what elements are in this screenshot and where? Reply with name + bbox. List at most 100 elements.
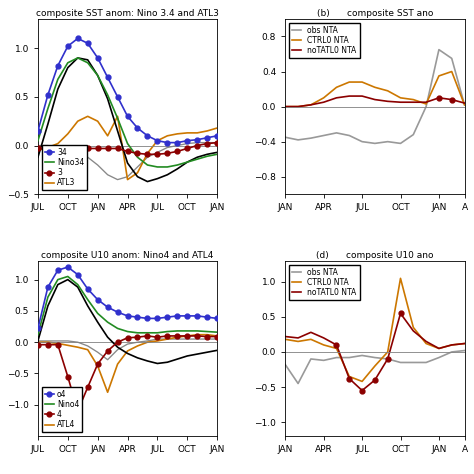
noTATL0 NTA [283, 334, 288, 339]
CTRL0 NTA [334, 346, 339, 351]
obs NTA [449, 55, 455, 61]
CTRL0 NTA [410, 325, 416, 330]
CTRL0 NTA [334, 84, 339, 90]
noTATL0 NTA [359, 93, 365, 99]
CTRL0 NTA [449, 69, 455, 74]
obs NTA [423, 104, 429, 109]
obs NTA [295, 381, 301, 386]
CTRL0 NTA [346, 79, 352, 85]
Title: (b)      composite SST ano: (b) composite SST ano [317, 9, 433, 18]
Line: CTRL0 NTA: CTRL0 NTA [285, 278, 465, 382]
Title: (d)      composite U10 ano: (d) composite U10 ano [316, 251, 434, 260]
obs NTA [321, 357, 327, 363]
CTRL0 NTA [295, 338, 301, 344]
noTATL0 NTA [436, 95, 442, 100]
obs NTA [410, 360, 416, 365]
CTRL0 NTA [308, 102, 314, 108]
noTATL0 NTA [398, 100, 403, 105]
Legend: obs NTA, CTRL0 NTA, noTATL0 NTA: obs NTA, CTRL0 NTA, noTATL0 NTA [289, 264, 360, 300]
obs NTA [283, 362, 288, 367]
obs NTA [385, 356, 391, 362]
Line: obs NTA: obs NTA [285, 50, 465, 144]
obs NTA [295, 137, 301, 143]
noTATL0 NTA [308, 102, 314, 108]
noTATL0 NTA [410, 328, 416, 334]
noTATL0 NTA [449, 342, 455, 348]
CTRL0 NTA [410, 97, 416, 102]
obs NTA [334, 355, 339, 360]
noTATL0 NTA [398, 310, 403, 316]
obs NTA [321, 133, 327, 138]
noTATL0 NTA [346, 93, 352, 99]
CTRL0 NTA [436, 73, 442, 79]
noTATL0 NTA [462, 341, 467, 346]
noTATL0 NTA [372, 97, 378, 102]
CTRL0 NTA [321, 95, 327, 100]
CTRL0 NTA [462, 341, 467, 346]
noTATL0 NTA [423, 100, 429, 105]
obs NTA [359, 353, 365, 358]
noTATL0 NTA [334, 95, 339, 100]
noTATL0 NTA [359, 388, 365, 393]
CTRL0 NTA [398, 275, 403, 281]
obs NTA [308, 356, 314, 362]
obs NTA [346, 133, 352, 138]
noTATL0 NTA [436, 346, 442, 351]
noTATL0 NTA [346, 376, 352, 382]
noTATL0 NTA [321, 100, 327, 105]
obs NTA [410, 132, 416, 137]
CTRL0 NTA [295, 104, 301, 109]
obs NTA [398, 141, 403, 146]
CTRL0 NTA [359, 79, 365, 85]
CTRL0 NTA [372, 84, 378, 90]
Legend: o4, Nino4, 4, ATL4: o4, Nino4, 4, ATL4 [42, 387, 82, 432]
CTRL0 NTA [449, 342, 455, 348]
obs NTA [359, 139, 365, 145]
noTATL0 NTA [385, 356, 391, 362]
noTATL0 NTA [321, 335, 327, 341]
noTATL0 NTA [385, 99, 391, 104]
Line: CTRL0 NTA: CTRL0 NTA [285, 72, 465, 107]
noTATL0 NTA [283, 104, 288, 109]
noTATL0 NTA [334, 342, 339, 348]
CTRL0 NTA [462, 102, 467, 108]
Line: noTATL0 NTA: noTATL0 NTA [285, 313, 465, 391]
Legend: 34, Nino34, 3, ATL3: 34, Nino34, 3, ATL3 [42, 145, 87, 191]
obs NTA [346, 355, 352, 360]
Title: composite U10 anom: Nino4 and ATL4: composite U10 anom: Nino4 and ATL4 [41, 251, 214, 260]
CTRL0 NTA [423, 341, 429, 346]
obs NTA [423, 360, 429, 365]
obs NTA [308, 135, 314, 141]
Line: noTATL0 NTA: noTATL0 NTA [285, 96, 465, 107]
noTATL0 NTA [308, 329, 314, 335]
obs NTA [462, 348, 467, 354]
obs NTA [449, 349, 455, 355]
Line: obs NTA: obs NTA [285, 351, 465, 383]
CTRL0 NTA [423, 101, 429, 107]
CTRL0 NTA [308, 337, 314, 342]
CTRL0 NTA [283, 337, 288, 342]
CTRL0 NTA [359, 379, 365, 384]
CTRL0 NTA [346, 374, 352, 379]
CTRL0 NTA [283, 104, 288, 109]
obs NTA [372, 141, 378, 146]
noTATL0 NTA [295, 335, 301, 341]
noTATL0 NTA [423, 338, 429, 344]
CTRL0 NTA [321, 342, 327, 348]
noTATL0 NTA [372, 377, 378, 383]
obs NTA [436, 355, 442, 360]
obs NTA [436, 47, 442, 53]
noTATL0 NTA [410, 100, 416, 105]
Legend: obs NTA, CTRL0 NTA, noTATL0 NTA: obs NTA, CTRL0 NTA, noTATL0 NTA [289, 23, 360, 58]
CTRL0 NTA [398, 95, 403, 100]
noTATL0 NTA [449, 97, 455, 102]
CTRL0 NTA [372, 363, 378, 369]
Title: composite SST anom: Nino 3.4 and ATL3: composite SST anom: Nino 3.4 and ATL3 [36, 9, 219, 18]
CTRL0 NTA [385, 349, 391, 355]
noTATL0 NTA [295, 104, 301, 109]
noTATL0 NTA [462, 100, 467, 106]
CTRL0 NTA [385, 88, 391, 94]
obs NTA [334, 130, 339, 136]
obs NTA [462, 102, 467, 108]
obs NTA [398, 360, 403, 365]
